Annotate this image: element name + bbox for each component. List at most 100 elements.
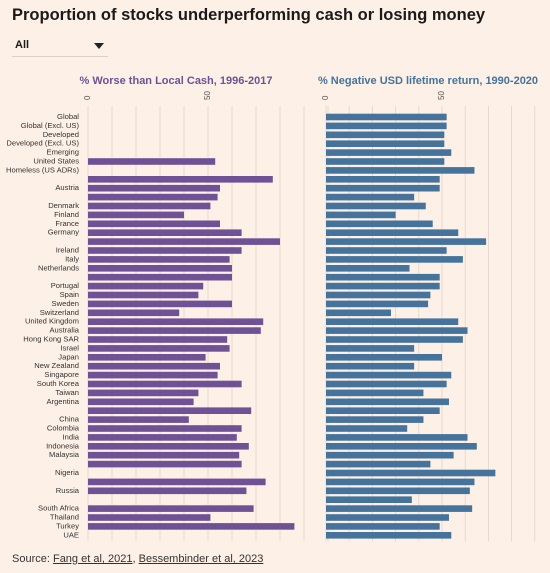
bar bbox=[88, 425, 242, 432]
bar bbox=[326, 380, 447, 388]
bar bbox=[326, 469, 496, 477]
bar bbox=[326, 434, 468, 441]
category-label: Colombia bbox=[47, 424, 80, 433]
bar bbox=[88, 380, 242, 388]
category-label: Switzerland bbox=[40, 308, 79, 317]
tick-label: 50 bbox=[437, 91, 446, 100]
category-label: Homeless (US ADRs) bbox=[6, 165, 79, 174]
bar bbox=[88, 309, 180, 317]
source-link-bessembinder[interactable]: Bessembinder et al, 2023 bbox=[138, 553, 264, 565]
bar bbox=[88, 220, 220, 228]
bar bbox=[326, 514, 449, 521]
filter-dropdown[interactable]: All bbox=[12, 36, 108, 57]
bar bbox=[326, 505, 473, 512]
category-label: South Korea bbox=[37, 379, 80, 388]
bar bbox=[326, 167, 475, 174]
bar bbox=[88, 273, 232, 281]
bar bbox=[326, 523, 440, 530]
bar bbox=[88, 247, 242, 254]
tick-label: 50 bbox=[203, 91, 212, 100]
bar bbox=[326, 398, 449, 406]
category-label: South Africa bbox=[38, 504, 80, 513]
category-label: Australia bbox=[49, 326, 79, 335]
bar bbox=[88, 362, 220, 370]
category-label: Israel bbox=[60, 343, 79, 352]
category-label: Russia bbox=[56, 486, 80, 495]
tick-label: 0 bbox=[83, 95, 92, 100]
category-label: Denmark bbox=[48, 201, 79, 210]
category-label: Ireland bbox=[56, 246, 79, 255]
bar bbox=[326, 362, 415, 370]
category-label: Nigeria bbox=[55, 468, 80, 477]
bar bbox=[326, 140, 445, 147]
bar bbox=[88, 443, 249, 450]
category-label: Netherlands bbox=[38, 263, 79, 272]
category-label: Global bbox=[57, 112, 79, 121]
bar bbox=[326, 309, 391, 317]
category-label: Turkey bbox=[56, 521, 79, 530]
bar bbox=[326, 451, 454, 459]
bar bbox=[88, 478, 266, 486]
bar bbox=[88, 202, 211, 210]
bar bbox=[326, 265, 410, 272]
bar bbox=[88, 514, 211, 521]
category-label: Germany bbox=[48, 228, 79, 237]
bar bbox=[326, 460, 431, 468]
bar bbox=[88, 416, 189, 423]
bar bbox=[88, 505, 254, 512]
bar bbox=[326, 487, 470, 495]
bar bbox=[326, 158, 445, 165]
category-label: Global (Excl. US) bbox=[21, 121, 80, 130]
bar bbox=[326, 202, 426, 210]
bar bbox=[326, 176, 440, 183]
category-label: Singapore bbox=[44, 370, 79, 379]
category-label: China bbox=[59, 415, 80, 424]
bar bbox=[88, 176, 273, 183]
category-label: Malaysia bbox=[49, 450, 80, 459]
category-label: India bbox=[63, 432, 80, 441]
category-label: Developed (Excl. US) bbox=[6, 139, 79, 148]
source-link-fang[interactable]: Fang et al, 2021 bbox=[52, 553, 133, 565]
category-label: Developed bbox=[43, 130, 79, 139]
bar bbox=[88, 238, 280, 245]
bar bbox=[326, 256, 463, 263]
bar bbox=[326, 211, 396, 219]
bar bbox=[88, 327, 261, 334]
bar bbox=[88, 158, 216, 165]
bar bbox=[88, 229, 242, 236]
bar bbox=[326, 371, 452, 379]
source-separator: , bbox=[132, 553, 139, 565]
bar bbox=[326, 247, 447, 254]
bar bbox=[326, 496, 412, 503]
bar bbox=[88, 354, 206, 361]
bar bbox=[88, 318, 264, 325]
category-label: France bbox=[55, 219, 79, 228]
panel-title: % Negative USD lifetime return, 1990-202… bbox=[318, 75, 538, 87]
chevron-down-icon bbox=[94, 43, 104, 49]
page-title: Proportion of stocks underperforming cas… bbox=[12, 6, 486, 24]
bar bbox=[88, 300, 232, 308]
category-label: Thailand bbox=[50, 513, 79, 522]
category-label: Italy bbox=[65, 254, 79, 263]
bar bbox=[88, 460, 242, 468]
category-label: Emerging bbox=[47, 148, 80, 157]
category-label: Spain bbox=[60, 290, 79, 299]
bar bbox=[88, 434, 237, 441]
bar bbox=[88, 398, 194, 406]
bar bbox=[326, 300, 429, 308]
bar bbox=[326, 238, 487, 245]
bar bbox=[88, 193, 218, 201]
bar bbox=[88, 256, 230, 263]
category-label: Taiwan bbox=[55, 388, 79, 397]
bar bbox=[88, 389, 199, 397]
bar bbox=[88, 345, 230, 352]
category-label: United Kingdom bbox=[25, 317, 79, 326]
bar bbox=[326, 113, 447, 121]
bar bbox=[326, 193, 415, 201]
source-note: Source: Fang et al, 2021, Bessembinder e… bbox=[12, 553, 263, 565]
category-label: Argentina bbox=[46, 397, 79, 406]
tick-label: 0 bbox=[321, 95, 330, 100]
category-label: Indonesia bbox=[46, 441, 80, 450]
bar bbox=[326, 532, 452, 539]
